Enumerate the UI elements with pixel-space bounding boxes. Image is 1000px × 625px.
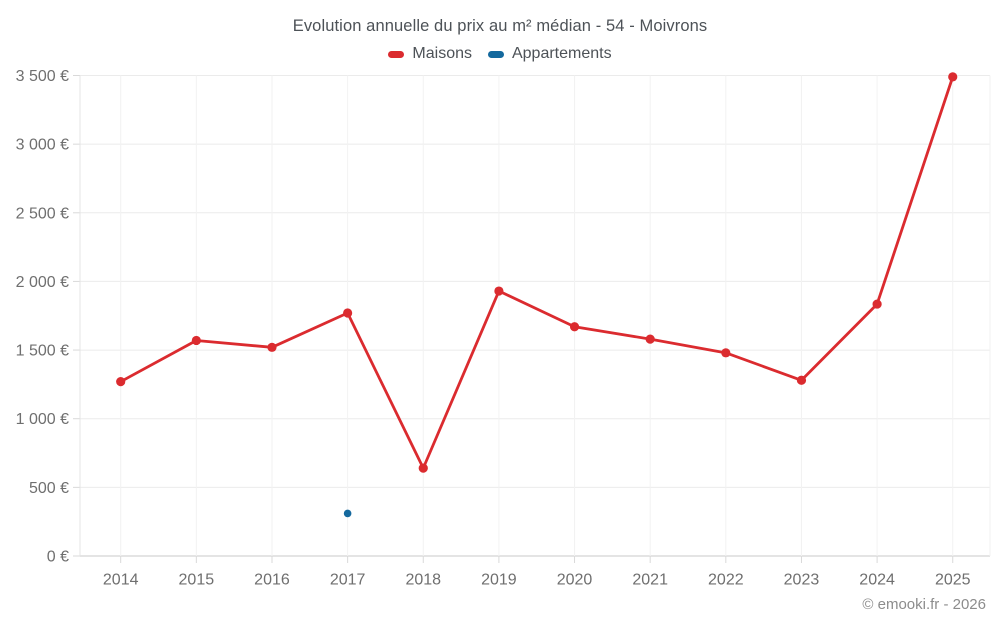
y-axis-label: 3 000 €	[16, 137, 69, 154]
legend: Maisons Appartements	[0, 45, 1000, 63]
x-axis-label: 2016	[254, 572, 290, 589]
y-axis-label: 0 €	[47, 549, 69, 566]
data-point-maisons[interactable]	[191, 335, 201, 346]
series-line-maisons	[119, 75, 955, 470]
legend-item-appartements[interactable]: Appartements	[487, 45, 612, 63]
data-point-maisons[interactable]	[569, 322, 580, 332]
data-point-maisons[interactable]	[116, 377, 126, 387]
x-axis-label: 2021	[632, 572, 668, 589]
legend-label-appartements: Appartements	[511, 45, 612, 62]
maisons-legend-swatch-icon	[388, 50, 405, 58]
data-point-maisons[interactable]	[645, 334, 655, 344]
y-axis-label: 500 €	[29, 480, 69, 497]
x-axis-label: 2017	[330, 572, 366, 589]
legend-label-maisons: Maisons	[412, 45, 472, 62]
y-axis-label: 2 500 €	[16, 205, 69, 222]
x-axis-label: 2018	[405, 572, 441, 589]
x-axis-label: 2019	[481, 572, 517, 589]
y-axis-label: 1 500 €	[16, 343, 69, 360]
chart-title: Evolution annuelle du prix au m² médian …	[292, 17, 708, 35]
x-axis-label: 2015	[179, 572, 215, 589]
data-point-maisons[interactable]	[418, 463, 428, 473]
data-point-maisons[interactable]	[948, 72, 958, 82]
data-point-maisons[interactable]	[494, 286, 504, 296]
data-point-maisons[interactable]	[721, 348, 731, 358]
data-point-appartements[interactable]	[343, 509, 352, 518]
y-axis-label: 1 000 €	[16, 411, 69, 428]
y-axis-label: 3 500 €	[16, 68, 69, 85]
data-point-maisons[interactable]	[267, 342, 277, 352]
footer-credit: © emooki.fr - 2026	[862, 596, 986, 613]
data-point-maisons[interactable]	[343, 308, 353, 318]
x-axis-label: 2014	[103, 572, 139, 589]
data-point-maisons[interactable]	[796, 375, 807, 385]
legend-item-maisons[interactable]: Maisons	[388, 45, 472, 63]
data-point-maisons[interactable]	[872, 299, 882, 309]
x-axis-label: 2025	[935, 572, 971, 589]
x-axis-label: 2024	[859, 572, 895, 589]
appartements-legend-swatch-icon	[487, 50, 504, 58]
x-axis-label: 2022	[708, 572, 744, 589]
x-axis-label: 2020	[557, 572, 593, 589]
y-axis-label: 2 000 €	[16, 274, 69, 291]
x-axis-label: 2023	[784, 572, 820, 589]
